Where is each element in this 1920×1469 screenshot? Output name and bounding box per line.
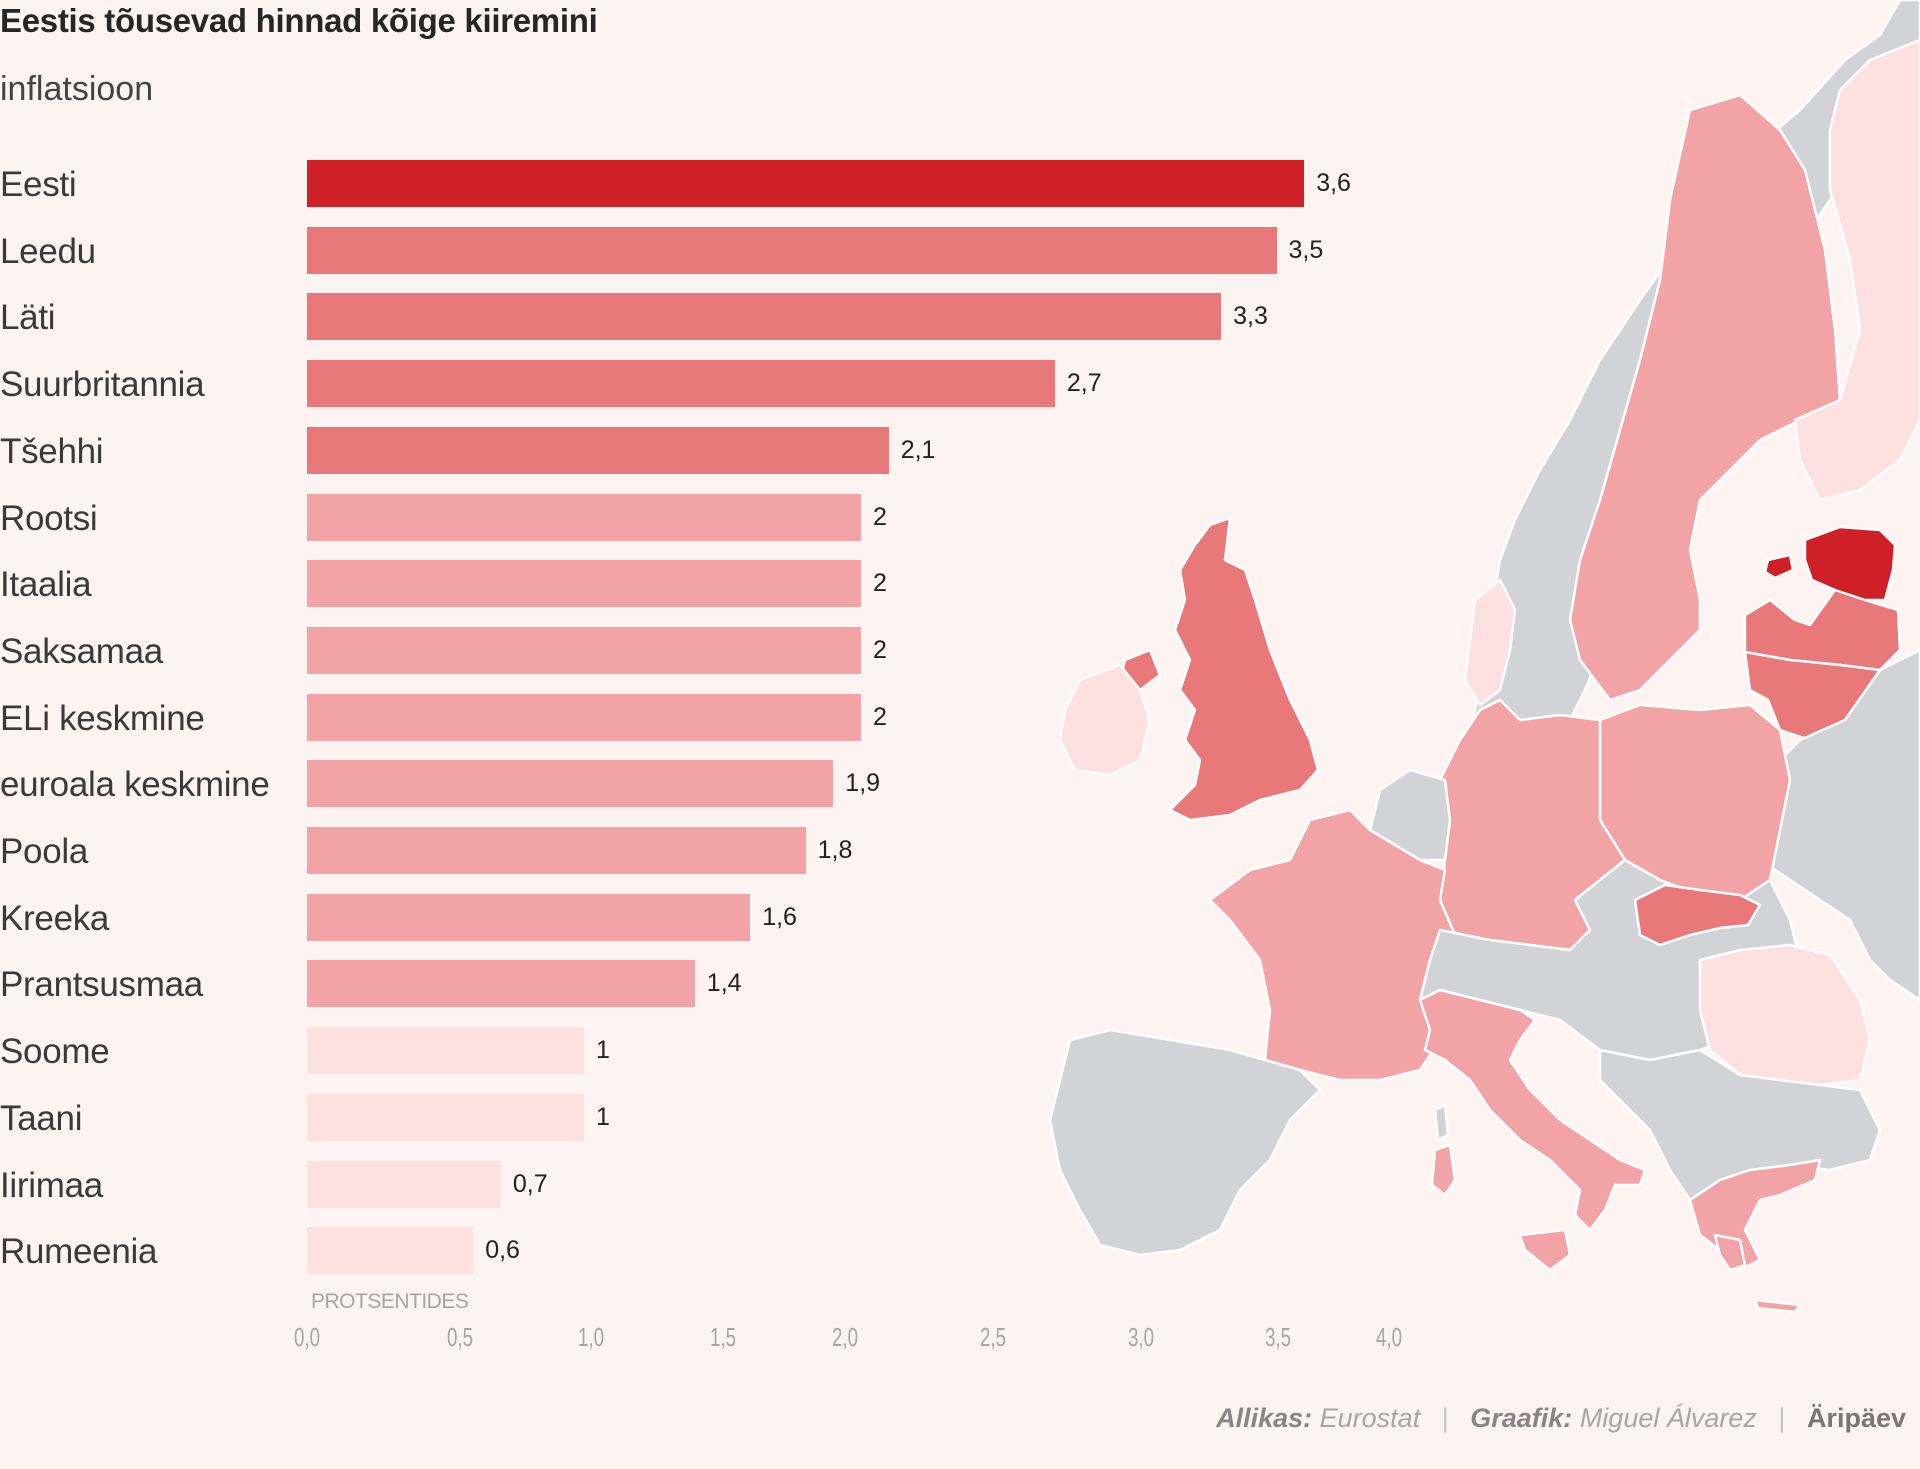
source-value: Eurostat: [1319, 1403, 1421, 1433]
category-label: Prantsusmaa: [0, 965, 203, 1005]
value-label: 2,7: [1066, 369, 1102, 398]
category-label: Läti: [0, 298, 56, 338]
footer-separator: |: [1441, 1403, 1449, 1433]
value-label: 0,7: [512, 1169, 548, 1198]
source-label: Allikas:: [1216, 1403, 1313, 1433]
value-label: 3,6: [1316, 169, 1351, 197]
value-label: 3,3: [1233, 302, 1268, 331]
category-label: Rumeenia: [0, 1232, 158, 1272]
chart-subtitle: inflatsioon: [0, 70, 154, 108]
x-tick-label: 1,0: [577, 1322, 605, 1352]
value-label: 2: [873, 569, 887, 598]
x-tick-label: 3,5: [1264, 1322, 1292, 1352]
graphic-value: Miguel Álvarez: [1579, 1403, 1757, 1433]
x-tick-label: 3,0: [1127, 1322, 1155, 1352]
category-label: Itaalia: [0, 565, 92, 605]
footer-credits: Allikas: Eurostat | Graafik: Miguel Álva…: [1216, 1403, 1906, 1434]
map-corsica: [1433, 1103, 1450, 1142]
category-label: Soome: [0, 1032, 110, 1072]
category-label: ELi keskmine: [0, 698, 205, 738]
x-tick-label: 0,5: [446, 1322, 474, 1352]
bar: [307, 426, 889, 474]
x-tick-label: 0,0: [293, 1322, 321, 1352]
value-label: 1: [596, 1036, 610, 1065]
category-label: Saksamaa: [0, 631, 163, 671]
x-tick-label: 4,0: [1375, 1322, 1403, 1352]
bar: [307, 226, 1277, 274]
bar: [307, 1160, 501, 1208]
map-sicily: [1518, 1228, 1572, 1272]
bar: [307, 960, 695, 1008]
value-label: 2: [873, 702, 887, 731]
value-label: 1,8: [817, 836, 853, 864]
x-tick-label: 2,5: [979, 1322, 1007, 1352]
bar: [307, 293, 1222, 341]
bar: [307, 1227, 474, 1275]
category-label: Iirimaa: [0, 1165, 103, 1205]
map-sardinia: [1430, 1143, 1457, 1197]
category-label: Tšehhi: [0, 431, 104, 471]
value-label: 0,6: [485, 1236, 520, 1265]
map-estonia: [1803, 525, 1897, 602]
map-sweden: [1568, 93, 1842, 702]
category-label: Kreeka: [0, 898, 110, 938]
value-label: 2: [873, 635, 887, 664]
map-uk: [1168, 516, 1320, 822]
map-italy: [1418, 988, 1647, 1232]
map-romania: [1698, 943, 1872, 1087]
category-label: Rootsi: [0, 498, 98, 538]
bar: [307, 827, 806, 874]
footer-separator: |: [1778, 1403, 1786, 1433]
bar: [307, 1027, 584, 1075]
bar: [307, 893, 751, 941]
value-label: 1,4: [706, 969, 742, 998]
graphic-label: Graafik:: [1470, 1403, 1573, 1433]
bar: [307, 560, 861, 608]
bar: [307, 1093, 584, 1141]
brand-logo: Äripäev: [1806, 1403, 1906, 1433]
value-label: 1: [596, 1102, 610, 1131]
bar: [307, 626, 861, 674]
bar: [307, 360, 1055, 408]
category-label: euroala keskmine: [0, 765, 270, 805]
value-label: 3,5: [1288, 235, 1324, 264]
chart-title: Eestis tõusevad hinnad kõige kiiremini: [0, 2, 598, 39]
value-label: 1,9: [845, 769, 881, 798]
map-greece-south: [1713, 1233, 1747, 1272]
x-axis-title: PROTSENTIDES: [311, 1290, 469, 1313]
x-tick-label: 2,0: [831, 1322, 859, 1352]
map-finland: [1793, 38, 1920, 502]
bar: [307, 160, 1305, 207]
bar: [307, 760, 834, 808]
map-denmark: [1463, 578, 1517, 707]
bar: [307, 493, 861, 541]
map-east: [1743, 648, 1920, 1002]
x-tick-label: 1,5: [709, 1322, 737, 1352]
map-slovakia: [1633, 883, 1762, 947]
map-ireland: [1058, 663, 1152, 777]
map-crete: [1753, 1298, 1802, 1314]
map-estonia-islands: [1763, 553, 1795, 580]
value-label: 1,6: [762, 902, 797, 931]
category-label: Suurbritannia: [0, 365, 205, 405]
map-iberia: [1048, 1028, 1322, 1257]
category-label: Leedu: [0, 231, 96, 271]
bar: [307, 693, 861, 741]
category-label: Poola: [0, 832, 89, 871]
category-label: Taani: [0, 1098, 83, 1138]
category-label: Eesti: [0, 165, 77, 204]
value-label: 2: [873, 502, 887, 531]
value-label: 2,1: [900, 435, 936, 464]
